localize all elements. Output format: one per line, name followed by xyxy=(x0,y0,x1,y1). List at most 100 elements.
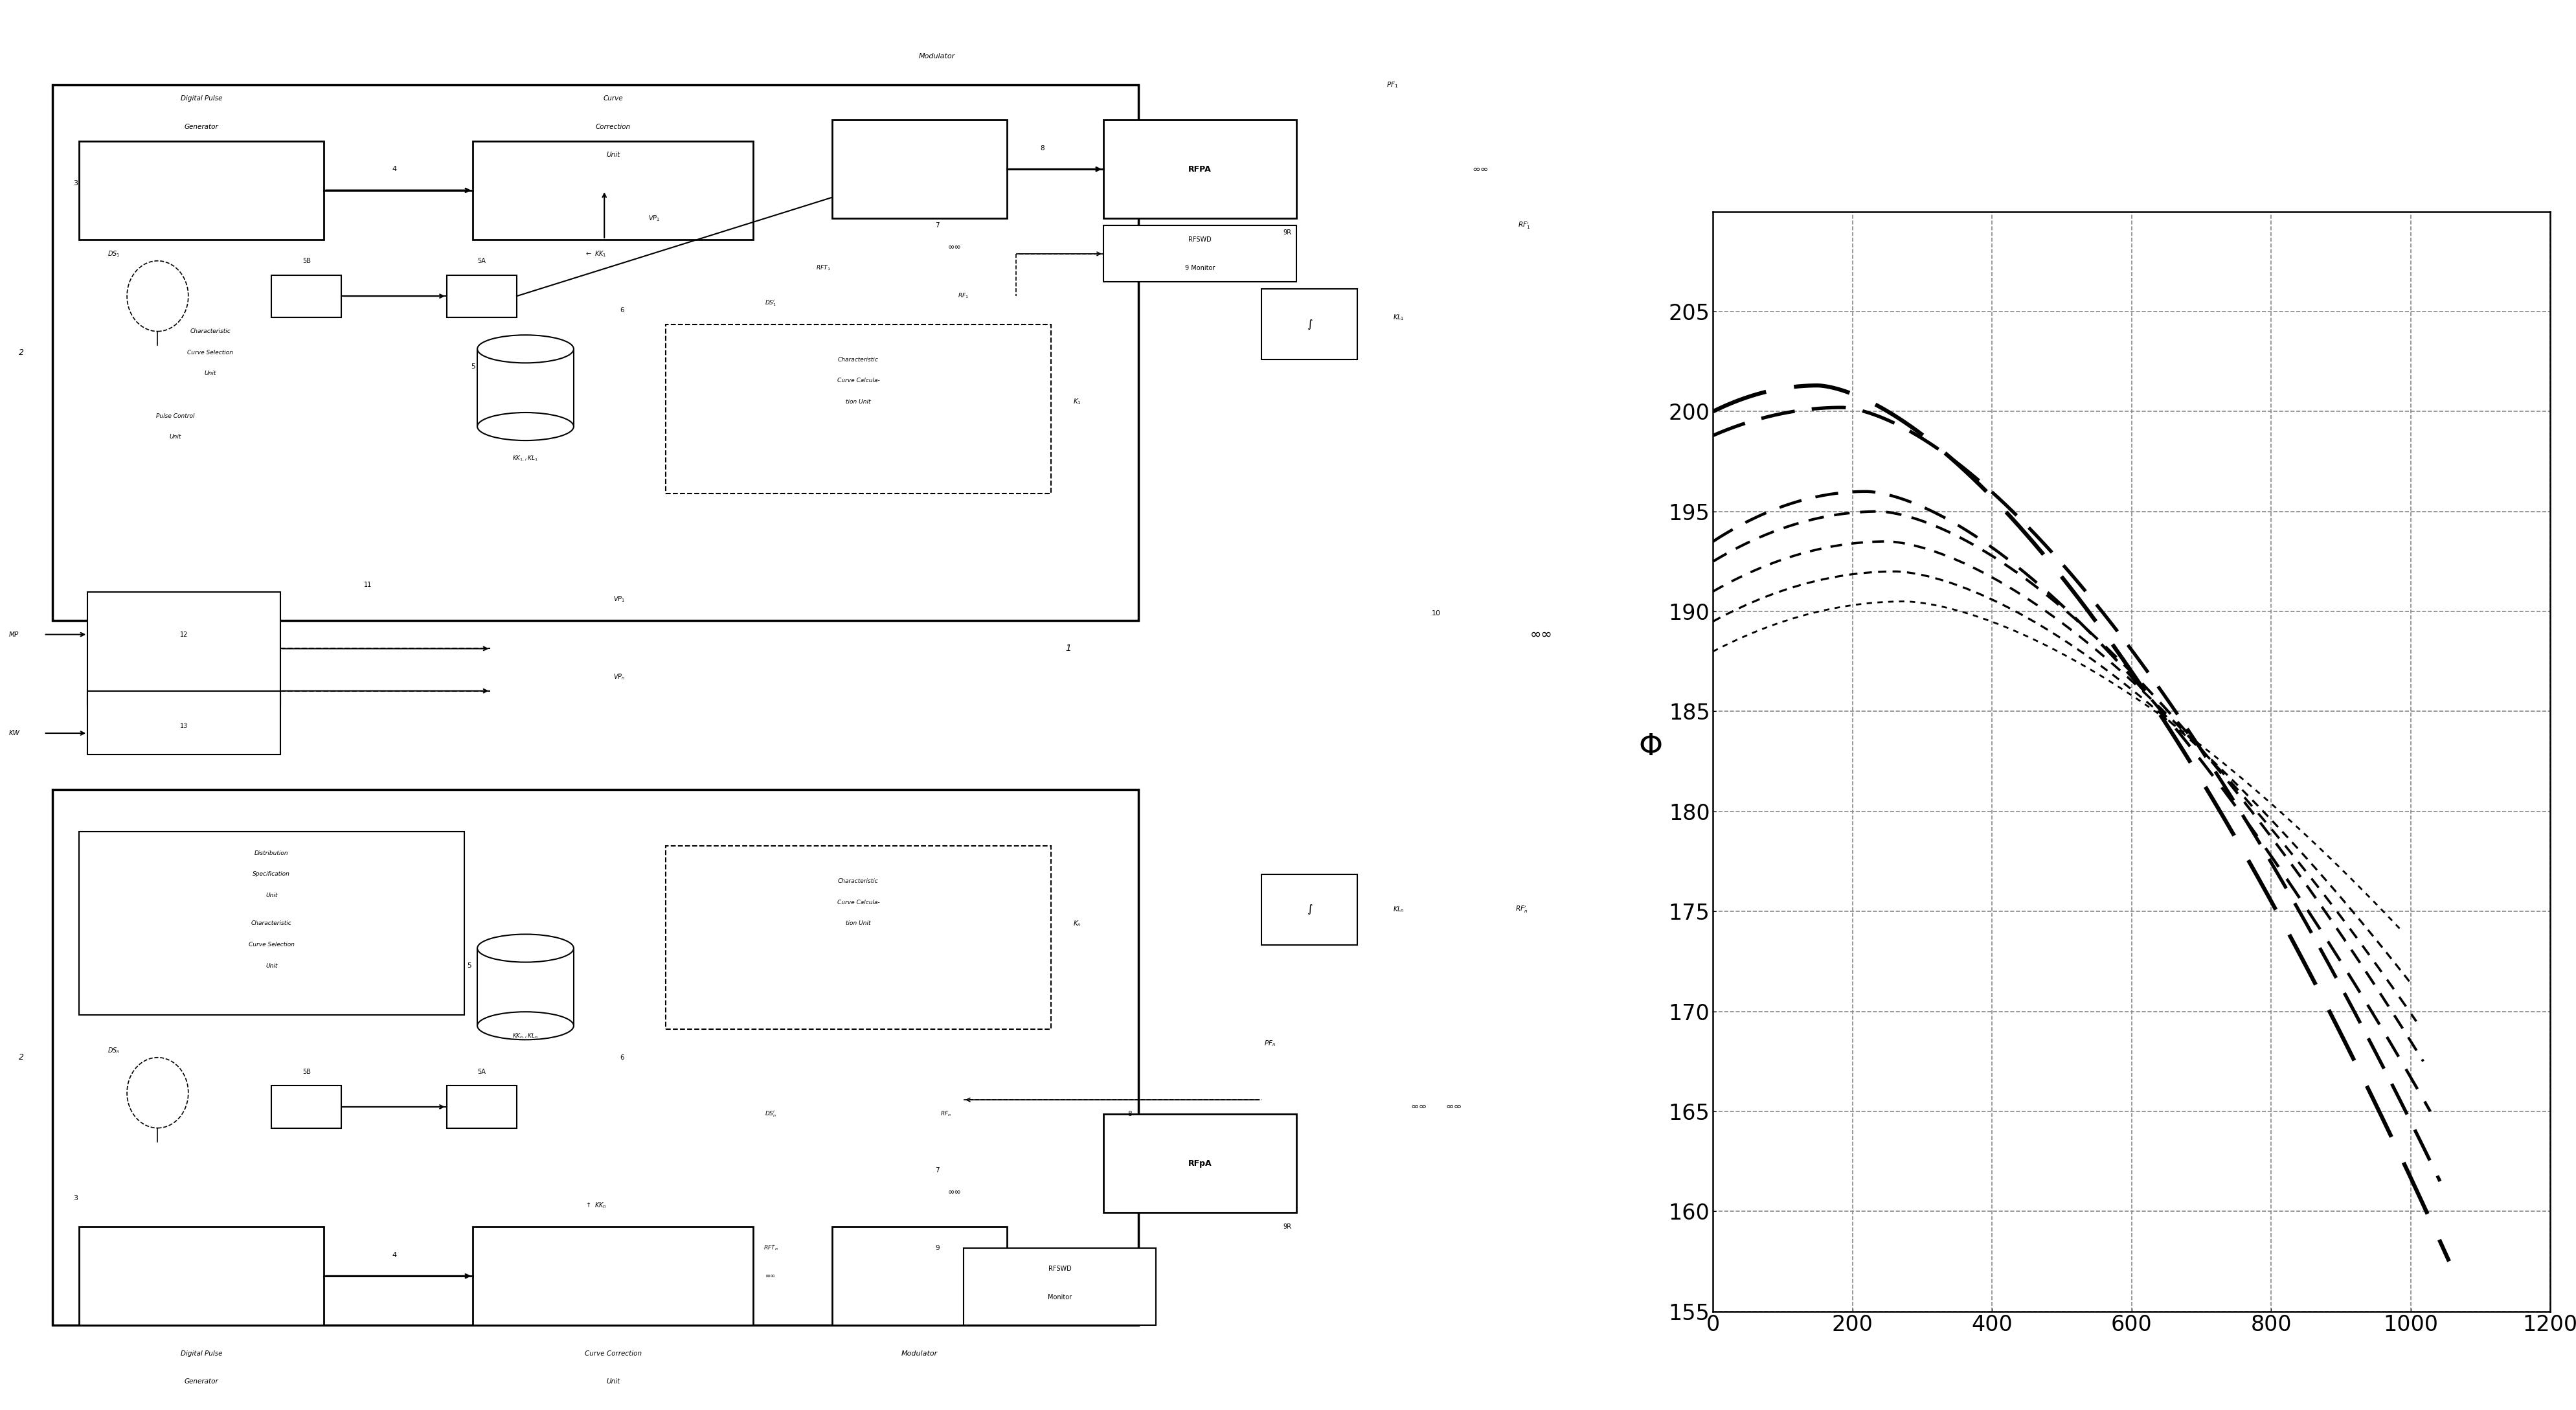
Bar xyxy=(80,832,464,1015)
Text: 5B: 5B xyxy=(301,258,312,264)
Text: Digital Pulse: Digital Pulse xyxy=(180,96,222,102)
Text: Curve Calcula-: Curve Calcula- xyxy=(837,378,878,384)
Text: ∞∞: ∞∞ xyxy=(1445,1103,1463,1111)
Text: 7: 7 xyxy=(935,223,940,228)
Bar xyxy=(1103,120,1296,219)
Text: ∫: ∫ xyxy=(1306,904,1311,915)
Bar xyxy=(446,1086,518,1128)
Text: RFpA: RFpA xyxy=(1188,1159,1211,1167)
Text: VP$_1$: VP$_1$ xyxy=(649,214,659,223)
Text: 5A: 5A xyxy=(477,1069,487,1074)
Text: Characteristic: Characteristic xyxy=(252,921,291,926)
Bar xyxy=(270,1086,343,1128)
Text: 4: 4 xyxy=(392,166,397,172)
Text: ∞∞: ∞∞ xyxy=(1530,627,1553,642)
Text: 9 Monitor: 9 Monitor xyxy=(1185,265,1216,271)
Text: Correction: Correction xyxy=(595,124,631,130)
Bar xyxy=(1103,1114,1296,1213)
Text: Characteristic: Characteristic xyxy=(837,878,878,884)
Bar xyxy=(1103,226,1296,282)
Text: 9: 9 xyxy=(935,1245,940,1251)
Text: 10: 10 xyxy=(1432,611,1440,616)
Text: 13: 13 xyxy=(180,723,188,729)
Text: Unit: Unit xyxy=(605,152,621,158)
Ellipse shape xyxy=(477,413,574,440)
Text: 12: 12 xyxy=(180,632,188,637)
Text: 5A: 5A xyxy=(477,258,487,264)
Text: 3: 3 xyxy=(75,1196,77,1201)
Ellipse shape xyxy=(477,1012,574,1039)
Text: VP$_n$: VP$_n$ xyxy=(613,673,626,681)
Text: RF$_n'$: RF$_n'$ xyxy=(1515,904,1528,915)
Text: ∞∞: ∞∞ xyxy=(948,1187,961,1196)
Bar xyxy=(477,948,574,1026)
Bar xyxy=(474,1227,752,1325)
Text: KW: KW xyxy=(8,730,21,736)
Text: 5: 5 xyxy=(466,963,471,969)
Text: RF$_n$: RF$_n$ xyxy=(940,1110,951,1118)
Text: Curve Selection: Curve Selection xyxy=(188,350,234,355)
Text: Unit: Unit xyxy=(605,1379,621,1385)
Text: 11: 11 xyxy=(363,582,371,588)
Text: 1: 1 xyxy=(1066,644,1072,653)
Text: 4: 4 xyxy=(392,1252,397,1258)
Text: Generator: Generator xyxy=(185,124,219,130)
Text: 9R: 9R xyxy=(1283,230,1291,235)
Text: Curve Correction: Curve Correction xyxy=(585,1351,641,1356)
Bar xyxy=(665,846,1051,1029)
Text: Monitor: Monitor xyxy=(1048,1294,1072,1300)
Y-axis label: Φ: Φ xyxy=(1638,732,1662,761)
Text: 5B: 5B xyxy=(301,1069,312,1074)
Text: 9R: 9R xyxy=(1283,1224,1291,1230)
Text: Specification: Specification xyxy=(252,871,291,877)
Bar xyxy=(963,1248,1157,1325)
Text: K$_1$: K$_1$ xyxy=(1074,398,1082,406)
Text: KL$_1$: KL$_1$ xyxy=(1394,313,1404,321)
Text: Modulator: Modulator xyxy=(902,1351,938,1356)
Bar xyxy=(80,1227,325,1325)
Text: 7: 7 xyxy=(935,1167,940,1173)
Text: Characteristic: Characteristic xyxy=(191,329,229,334)
Text: 5: 5 xyxy=(471,364,474,369)
Text: 2: 2 xyxy=(18,1053,23,1062)
Text: VP$_1$: VP$_1$ xyxy=(613,595,626,603)
Text: Curve Selection: Curve Selection xyxy=(247,942,294,948)
Text: K$_n$: K$_n$ xyxy=(1074,919,1082,928)
Text: 3: 3 xyxy=(75,180,77,186)
Text: ∞∞: ∞∞ xyxy=(1412,1103,1427,1111)
Text: Unit: Unit xyxy=(265,963,278,969)
Text: ∫: ∫ xyxy=(1306,319,1311,330)
Bar xyxy=(52,85,1139,620)
Text: DS$_n$: DS$_n$ xyxy=(108,1046,121,1055)
Bar xyxy=(665,324,1051,494)
Text: KL$_n$: KL$_n$ xyxy=(1394,905,1404,914)
Text: ∞∞: ∞∞ xyxy=(765,1273,775,1279)
Text: Modulator: Modulator xyxy=(920,54,956,59)
Text: ∞∞: ∞∞ xyxy=(948,243,961,251)
Ellipse shape xyxy=(477,935,574,962)
Bar xyxy=(88,592,281,705)
Text: RFT$_1$: RFT$_1$ xyxy=(817,264,829,272)
Text: 2: 2 xyxy=(18,348,23,357)
Bar xyxy=(477,350,574,426)
Text: tion Unit: tion Unit xyxy=(845,921,871,926)
Text: Pulse Control: Pulse Control xyxy=(157,413,193,419)
Text: RFPA: RFPA xyxy=(1188,165,1211,173)
Text: ∞∞: ∞∞ xyxy=(1471,165,1489,173)
Text: 6: 6 xyxy=(621,1055,623,1060)
Bar xyxy=(80,141,325,240)
Text: Curve Calcula-: Curve Calcula- xyxy=(837,900,878,905)
Text: Unit: Unit xyxy=(204,371,216,376)
Bar xyxy=(446,275,518,317)
Text: Digital Pulse: Digital Pulse xyxy=(180,1351,222,1356)
Text: RF$_1$: RF$_1$ xyxy=(958,292,969,300)
Text: 6: 6 xyxy=(621,307,623,313)
Text: Characteristic: Characteristic xyxy=(837,357,878,362)
Bar xyxy=(474,141,752,240)
Text: tion Unit: tion Unit xyxy=(845,399,871,405)
Bar xyxy=(832,1227,1007,1325)
Text: Distribution: Distribution xyxy=(255,850,289,856)
Text: 8: 8 xyxy=(1041,145,1043,151)
Text: 8: 8 xyxy=(1128,1111,1131,1117)
Text: Generator: Generator xyxy=(185,1379,219,1385)
